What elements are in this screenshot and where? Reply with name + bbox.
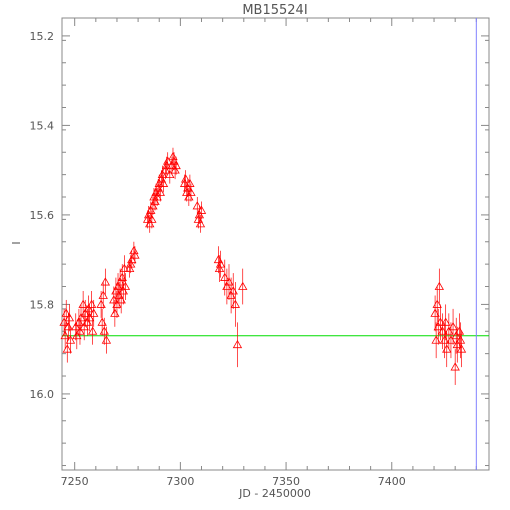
data-point xyxy=(161,160,172,170)
x-tick-label: 7250 xyxy=(61,475,89,488)
data-point xyxy=(71,321,81,331)
y-tick-label: 15.6 xyxy=(30,209,55,222)
data-point xyxy=(64,313,75,322)
data-point xyxy=(157,169,168,179)
data-point xyxy=(60,330,70,340)
data-point xyxy=(126,259,136,268)
data-point xyxy=(179,178,190,187)
data-point xyxy=(152,192,162,201)
data-point xyxy=(100,277,111,286)
data-point xyxy=(147,214,157,223)
data-point xyxy=(448,321,458,331)
data-point xyxy=(186,187,196,196)
data-point xyxy=(456,344,467,353)
data-point xyxy=(75,326,85,335)
data-point xyxy=(62,344,72,353)
data-point xyxy=(238,281,248,290)
data-marks xyxy=(59,18,489,470)
data-point xyxy=(440,317,451,326)
data-point xyxy=(185,178,195,187)
y-tick-label: 15.4 xyxy=(30,119,55,132)
data-point xyxy=(65,335,76,344)
data-point xyxy=(79,321,89,331)
data-point xyxy=(130,250,140,259)
axis-ticks: 7250 7300 7350 7400 15.2 15.4 15.6 15.8 16.0 xyxy=(30,17,489,488)
data-point xyxy=(230,299,241,308)
chart-title: MB15524I xyxy=(242,3,307,18)
x-tick-label: 7300 xyxy=(166,475,194,488)
data-point xyxy=(214,263,225,273)
data-point xyxy=(450,362,460,371)
data-point xyxy=(155,187,165,196)
x-tick-label: 7350 xyxy=(272,475,300,488)
data-point xyxy=(83,304,94,313)
data-point xyxy=(215,259,226,268)
data-point xyxy=(434,281,445,290)
data-point xyxy=(101,335,112,344)
data-point xyxy=(454,326,465,335)
data-point xyxy=(158,178,169,187)
data-point xyxy=(196,205,207,214)
data-point xyxy=(63,321,74,331)
data-point xyxy=(171,160,181,170)
data-point xyxy=(89,308,99,317)
data-point xyxy=(170,165,180,174)
data-point xyxy=(455,335,466,344)
plot-frame xyxy=(61,17,490,471)
x-axis-label: JD - 2450000 xyxy=(238,487,311,500)
data-point xyxy=(87,326,98,335)
data-point xyxy=(451,330,461,340)
y-axis-label: I xyxy=(10,241,23,244)
data-point xyxy=(192,201,202,210)
data-point xyxy=(163,156,173,165)
data-point xyxy=(195,219,206,228)
data-point xyxy=(180,174,191,183)
x-tick-label: 7400 xyxy=(378,475,406,488)
data-point xyxy=(120,281,131,290)
y-tick-label: 16.0 xyxy=(30,388,55,401)
y-tick-label: 15.2 xyxy=(30,30,55,43)
y-tick-label: 15.8 xyxy=(30,298,55,311)
data-point xyxy=(61,308,71,317)
data-point xyxy=(232,339,243,349)
data-point xyxy=(119,263,130,273)
